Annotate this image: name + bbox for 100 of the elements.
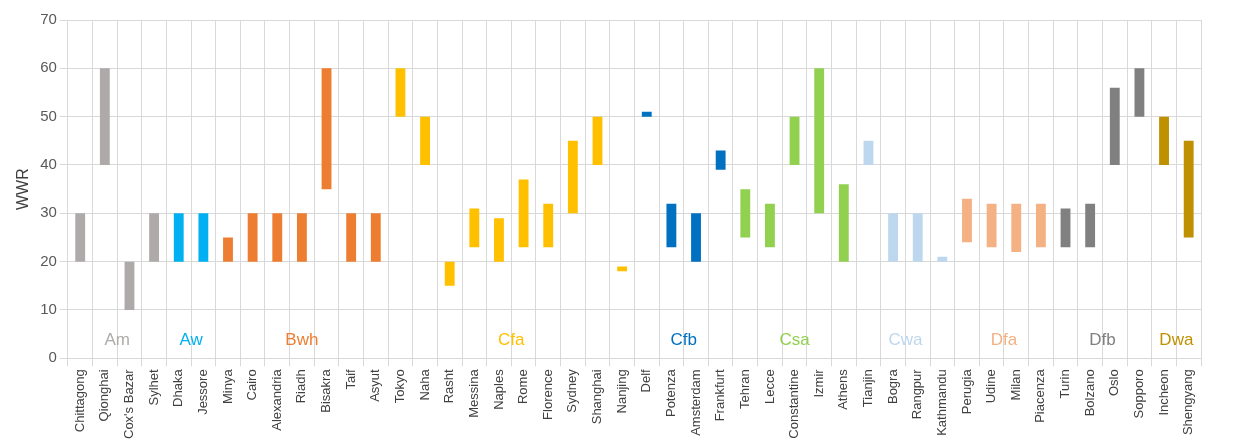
bar <box>740 189 751 238</box>
x-tick-label: Constantine <box>786 369 802 439</box>
x-tick-label: Alexandria <box>268 368 284 431</box>
x-tick-label: Cox's Bazar <box>121 368 137 439</box>
bar <box>124 261 135 310</box>
bar <box>420 116 430 165</box>
annotation: Csa <box>779 330 811 350</box>
y-tick-label: 60 <box>40 58 57 76</box>
bar <box>346 213 357 262</box>
x-tick-label: Dhaka <box>170 368 186 407</box>
bar <box>173 213 184 262</box>
bar <box>715 150 726 170</box>
bar <box>617 266 628 272</box>
x-tick-label: Cairo <box>244 369 260 401</box>
x-tick-label: Tianjin <box>860 369 876 408</box>
y-tick-label: 20 <box>40 251 57 269</box>
x-tick-label: Perugia <box>958 368 974 415</box>
bar <box>395 68 406 117</box>
bar <box>986 203 997 248</box>
x-tick-label: Lecce <box>761 369 777 405</box>
x-tick-label: Messina <box>465 368 481 418</box>
annotation: Cfb <box>670 330 697 350</box>
x-tick-label: Shengyang <box>1180 369 1196 436</box>
bar <box>149 213 160 262</box>
bar <box>370 213 381 262</box>
x-tick-label: Sydney <box>564 368 580 413</box>
x-tick-label: Asyut <box>367 368 383 402</box>
bar <box>198 213 209 262</box>
bar <box>494 218 504 262</box>
x-tick-label: Delf <box>638 368 654 393</box>
x-tick-label: Rome <box>515 369 531 405</box>
annotation: Cwa <box>888 330 923 350</box>
bar <box>838 184 849 262</box>
x-tick-label: Chittagong <box>71 369 87 433</box>
x-tick-label: Frankfurt <box>712 368 728 422</box>
x-tick-label: Bolzano <box>1081 369 1097 417</box>
bar <box>296 213 307 262</box>
x-tick-label: Rasht <box>441 368 457 404</box>
annotation: Cfa <box>498 330 526 350</box>
bar <box>789 116 800 165</box>
y-tick-label: 50 <box>40 106 57 124</box>
bar <box>247 213 258 262</box>
x-tick-label: Kathmandu <box>933 369 949 436</box>
x-tick-label: Udine <box>983 369 999 404</box>
bar <box>666 203 677 248</box>
x-tick-label: Minya <box>219 368 235 405</box>
bar <box>99 68 110 165</box>
x-tick-label: Shanghai <box>589 369 605 425</box>
x-tick-label: Potenza <box>662 368 678 418</box>
x-tick-label: Tehran <box>736 369 752 410</box>
bar <box>863 140 874 165</box>
x-tick-label: Amsterdam <box>687 369 703 436</box>
bar <box>1109 87 1120 165</box>
bar <box>962 198 972 243</box>
bar <box>937 256 948 262</box>
bar <box>691 213 701 262</box>
x-tick-label: Incheon <box>1155 369 1171 416</box>
x-tick-label: Athens <box>835 368 851 410</box>
bar <box>1085 203 1096 248</box>
bar <box>1183 140 1194 238</box>
x-tick-label: Piacenza <box>1032 368 1048 423</box>
bar <box>888 213 899 262</box>
bar <box>272 213 283 262</box>
x-tick-label: Taif <box>342 368 358 390</box>
bar <box>543 203 554 248</box>
annotation: Bwh <box>285 330 319 350</box>
bar <box>75 213 86 262</box>
x-tick-label: Bisakra <box>318 368 334 413</box>
x-tick-label: Bogra <box>884 368 900 405</box>
y-tick-label: 30 <box>40 203 57 221</box>
x-tick-label: Izmir <box>810 368 826 398</box>
x-tick-label: Riadh <box>293 369 309 404</box>
bar <box>912 213 923 262</box>
x-tick-label: Jessore <box>194 369 210 415</box>
bar <box>1060 208 1071 248</box>
annotation: Am <box>104 330 130 350</box>
y-axis-title: WWR <box>14 168 32 211</box>
x-tick-label: Sylhet <box>145 368 161 406</box>
y-tick-label: 0 <box>48 348 57 366</box>
y-tick-label: 70 <box>40 10 57 28</box>
bar <box>444 261 455 286</box>
x-tick-label: Turin <box>1057 369 1073 399</box>
annotation: Dfa <box>990 330 1018 350</box>
x-tick-label: Naples <box>490 368 506 410</box>
x-tick-label: Oslo <box>1106 369 1122 397</box>
x-tick-label: Rangpur <box>909 368 925 420</box>
bar <box>641 111 652 117</box>
bar <box>814 68 825 214</box>
bar <box>223 237 233 262</box>
x-tick-label: Nanjing <box>613 369 629 414</box>
bar <box>1134 68 1145 117</box>
annotation: Dfb <box>1089 330 1116 350</box>
x-tick-label: Naha <box>416 368 432 401</box>
x-tick-label: Sopporo <box>1131 369 1146 419</box>
x-tick-label: Milan <box>1007 369 1023 401</box>
bar <box>1011 203 1022 252</box>
x-tick-label: Qionghai <box>96 369 112 422</box>
bar <box>592 116 603 165</box>
y-tick-label: 10 <box>40 300 57 318</box>
bar <box>469 208 480 248</box>
